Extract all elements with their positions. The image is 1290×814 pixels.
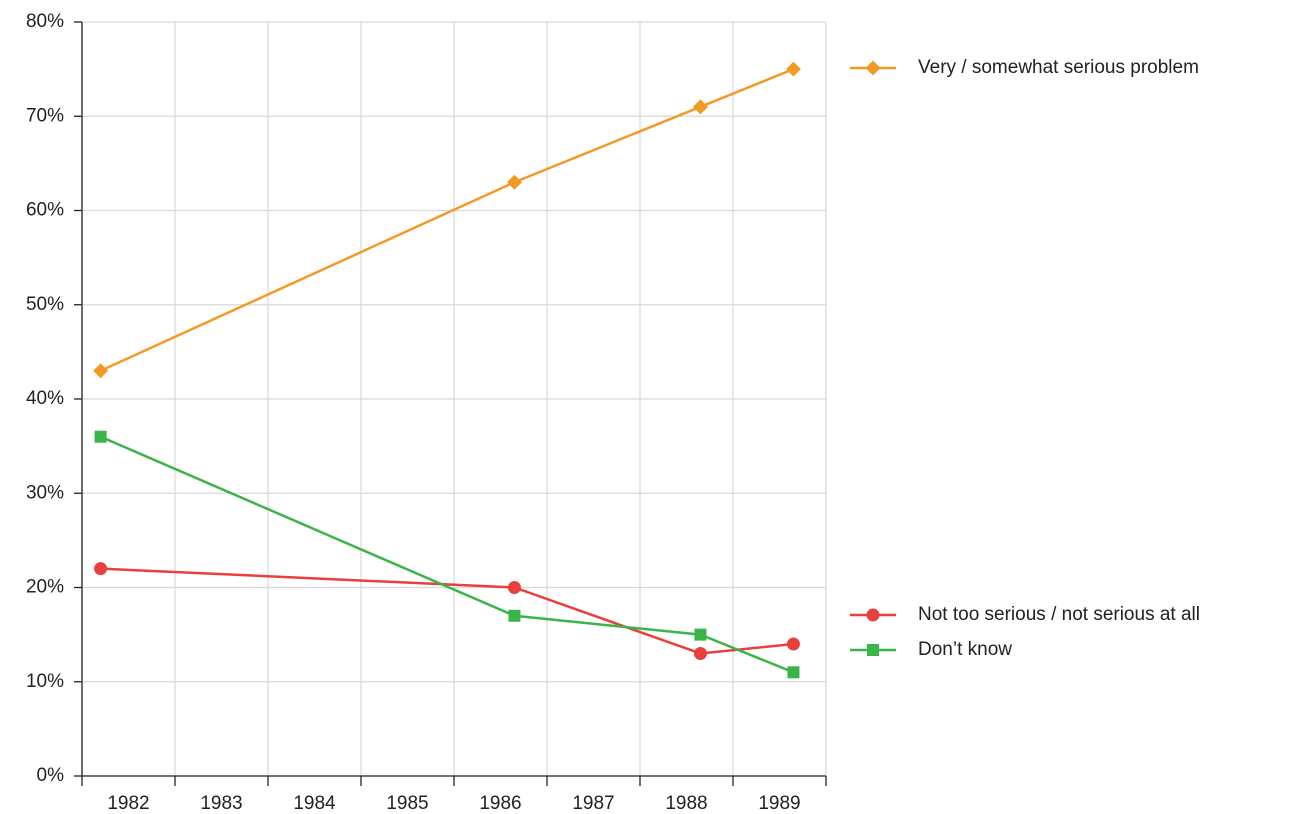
data-point [785, 61, 801, 77]
y-tick-label: 50% [26, 294, 64, 315]
y-tick-label: 80% [26, 11, 64, 32]
data-point [786, 637, 800, 651]
x-tick-label: 1986 [479, 793, 521, 814]
x-tick-label: 1987 [572, 793, 614, 814]
data-point [692, 99, 708, 115]
data-point [507, 581, 521, 594]
x-tick-label: 1985 [386, 793, 428, 814]
y-tick-label: 70% [26, 105, 64, 126]
data-point [94, 430, 107, 443]
legend-marker [867, 644, 879, 656]
legend-marker [865, 60, 881, 76]
y-tick-label: 10% [26, 671, 64, 692]
data-point [508, 609, 521, 622]
series-line [100, 435, 794, 674]
y-tick-label: 40% [26, 388, 64, 409]
data-point [694, 628, 707, 641]
legend-label: Don’t know [918, 639, 1012, 660]
legend-label: Very / somewhat serious problem [918, 57, 1199, 78]
x-tick-label: 1988 [665, 793, 707, 814]
y-tick-label: 20% [26, 577, 64, 598]
x-tick-label: 1984 [293, 793, 336, 814]
data-point [693, 646, 707, 660]
data-point [94, 562, 108, 576]
x-tick-label: 1982 [107, 793, 149, 814]
legend-label: Not too serious / not serious at all [918, 604, 1200, 625]
y-tick-label: 30% [26, 482, 64, 503]
series-line [100, 567, 794, 655]
x-tick-label: 1983 [200, 793, 242, 814]
y-tick-label: 60% [26, 200, 64, 221]
y-tick-label: 0% [37, 765, 65, 786]
legend-marker [866, 608, 880, 622]
data-point [93, 363, 109, 379]
data-point [787, 666, 800, 679]
series-line [100, 67, 794, 372]
data-point [506, 174, 522, 190]
x-tick-label: 1989 [758, 793, 800, 814]
